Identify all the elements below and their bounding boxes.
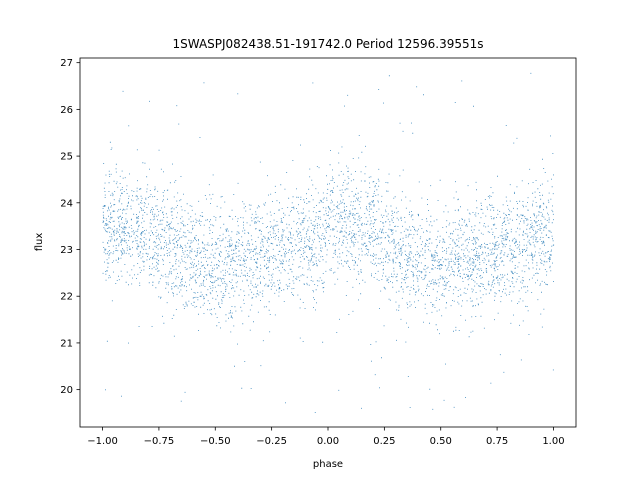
x-axis-label: phase (313, 459, 343, 470)
x-tick-label: 0.00 (317, 436, 339, 447)
x-axis: −1.00 −0.75 −0.50 −0.25 0.00 0.25 0.50 0.75 1.00 (87, 427, 565, 447)
x-tick-label: 0.75 (486, 436, 508, 447)
x-tick-label: −0.50 (200, 436, 231, 447)
y-axis-label: flux (34, 233, 45, 252)
y-tick-label: 27 (60, 58, 73, 69)
x-tick-label: 1.00 (542, 436, 564, 447)
y-tick-label: 22 (60, 292, 73, 303)
y-tick-label: 24 (60, 198, 73, 209)
y-tick-label: 23 (60, 245, 73, 256)
y-tick-label: 20 (60, 385, 73, 396)
x-tick-label: −0.75 (144, 436, 175, 447)
y-tick-label: 21 (60, 338, 73, 349)
x-tick-label: −0.25 (256, 436, 287, 447)
x-tick-label: 0.25 (373, 436, 395, 447)
y-tick-label: 26 (60, 105, 73, 116)
y-tick-label: 25 (60, 152, 73, 163)
x-tick-label: −1.00 (87, 436, 118, 447)
x-tick-label: 0.50 (430, 436, 452, 447)
chart-title: 1SWASPJ082438.51-191742.0 Period 12596.3… (172, 37, 483, 51)
y-axis: 20 21 22 23 24 25 26 27 (60, 58, 80, 396)
